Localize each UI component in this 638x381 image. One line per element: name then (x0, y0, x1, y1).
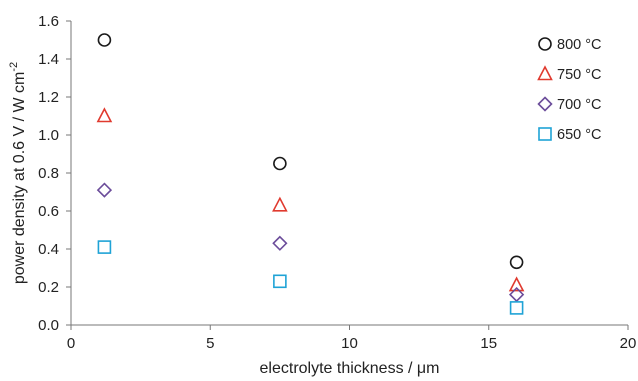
y-ticks: 0.0 0.2 0.4 0.6 0.8 1.0 1.2 1.4 1.6 (38, 13, 71, 334)
y-axis-label-superscript: -2 (8, 62, 20, 72)
series-triangle (96, 107, 525, 292)
x-tick-label: 15 (480, 335, 497, 352)
series-square (97, 240, 524, 315)
data-point (273, 274, 287, 289)
x-ticks: 0 5 10 15 20 (67, 325, 637, 352)
y-tick-label: 1.2 (38, 89, 59, 106)
data-point (509, 255, 524, 270)
legend-marker (538, 127, 552, 141)
legend-label: 750 °C (557, 67, 602, 83)
legend: 800 °C 750 °C 700 °C 650 °C (537, 37, 602, 143)
y-tick-label: 0.2 (38, 279, 59, 296)
x-tick-label: 20 (620, 335, 637, 352)
series-circle (97, 33, 524, 270)
x-axis-label: electrolyte thickness / μm (260, 360, 440, 377)
y-tick-label: 1.0 (38, 127, 59, 144)
y-tick-label: 0.6 (38, 203, 59, 220)
y-tick-label: 0.4 (38, 241, 59, 258)
y-axis-label-main: power density at 0.6 V / W cm (11, 72, 28, 285)
data-point (272, 235, 288, 251)
x-tick-label: 5 (206, 335, 214, 352)
y-tick-label: 0.0 (38, 317, 59, 334)
data-point (97, 240, 112, 254)
data-point (96, 182, 113, 198)
data-point (509, 301, 524, 315)
y-tick-label: 0.8 (38, 165, 59, 182)
y-tick-label: 1.4 (38, 51, 59, 68)
x-tick-label: 10 (341, 335, 358, 352)
data-marks (96, 33, 525, 315)
x-tick-label: 0 (67, 335, 75, 352)
y-tick-label: 1.6 (38, 13, 59, 30)
legend-marker (537, 96, 553, 112)
series-diamond (96, 182, 525, 303)
legend-label: 700 °C (557, 97, 602, 113)
data-point (273, 156, 287, 171)
legend-label: 650 °C (557, 127, 602, 143)
y-axis-label: power density at 0.6 V / W cm-2 (8, 62, 28, 284)
legend-marker (537, 65, 553, 81)
data-point (272, 196, 288, 212)
data-point (97, 33, 112, 47)
data-point (96, 107, 113, 123)
data-point (508, 276, 525, 292)
legend-label: 800 °C (557, 37, 602, 53)
legend-marker (538, 37, 552, 51)
